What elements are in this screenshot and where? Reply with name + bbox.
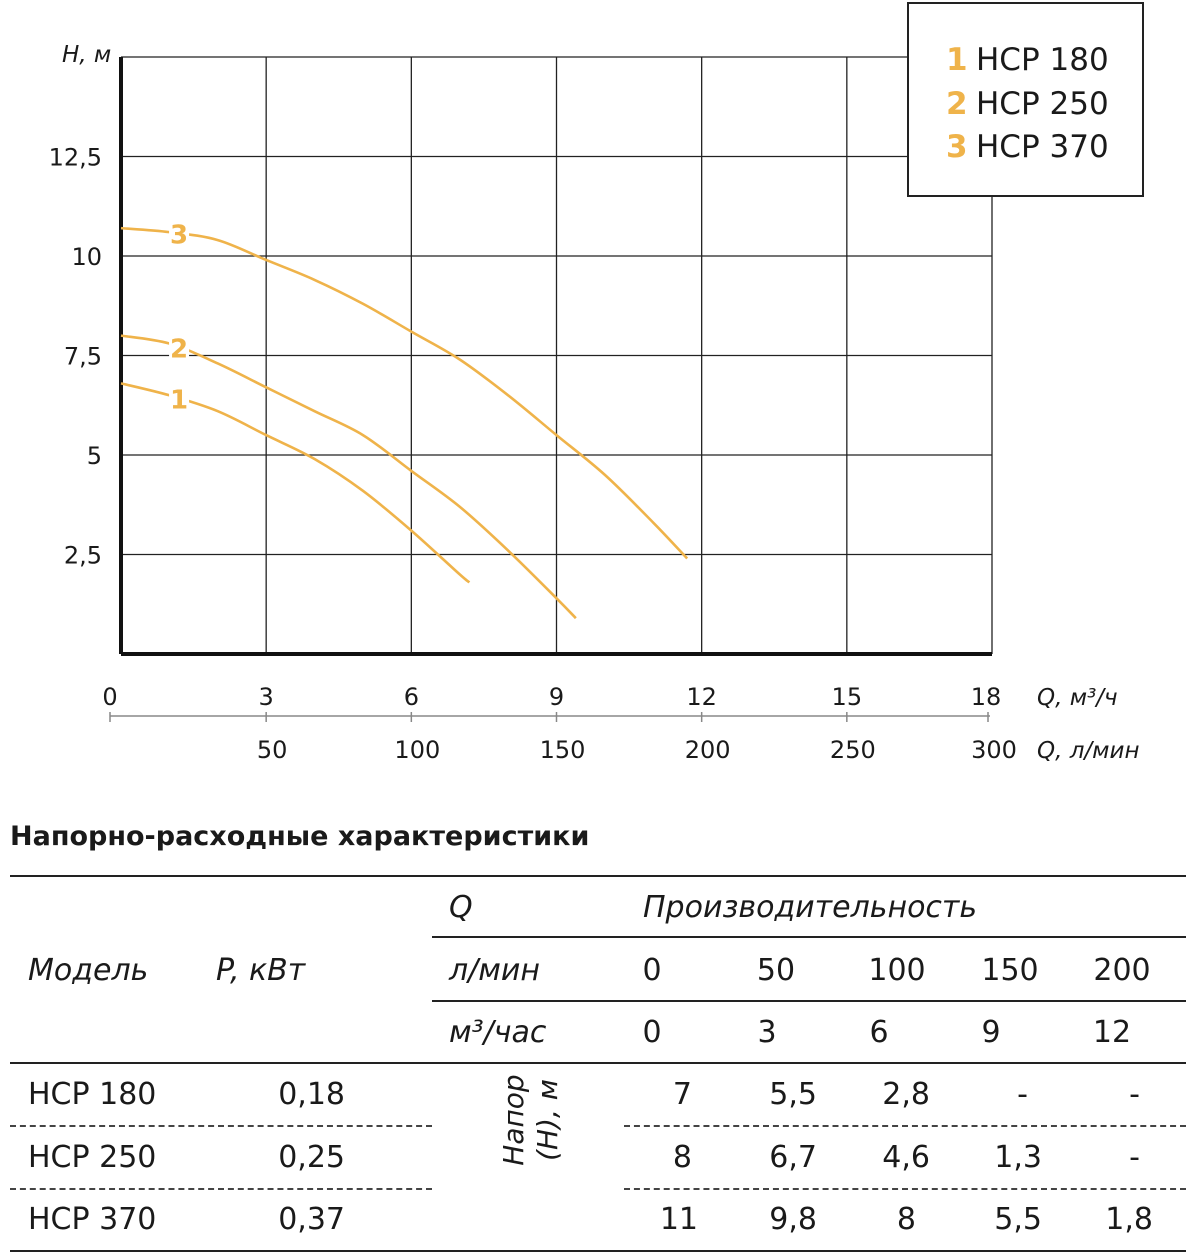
x-tick-label: 18 <box>971 683 1002 711</box>
header-performance: Производительность <box>643 890 978 925</box>
y-tick-label: 7,5 <box>64 343 102 371</box>
legend-entry-2: HCP 250 <box>976 86 1109 122</box>
header-model: Модель <box>28 953 149 988</box>
lmin-value: 100 <box>868 953 926 988</box>
legend-num-2: 2 <box>946 86 968 122</box>
row-value: 11 <box>659 1202 698 1237</box>
legend-entry-1: HCP 180 <box>976 42 1109 78</box>
curve-label-bg <box>169 383 190 412</box>
row-divider-left-2 <box>10 1188 432 1190</box>
row-value: 8 <box>896 1202 916 1237</box>
lmin-value: 150 <box>981 953 1039 988</box>
y-axis-label: H, м <box>62 42 111 68</box>
y-tick-label: 5 <box>87 442 102 470</box>
row-power: 0,37 <box>278 1202 345 1237</box>
series-line-2 <box>120 334 577 620</box>
row-value: 9,8 <box>769 1202 817 1237</box>
x-tick-label: 6 <box>404 683 419 711</box>
y-tick-label: 10 <box>71 243 102 271</box>
row-value: 6,7 <box>769 1140 817 1175</box>
x-tick-label: 3 <box>259 683 274 711</box>
x2-tick-label: 100 <box>394 736 440 764</box>
row-value: 1,8 <box>1105 1202 1153 1237</box>
x-tick-label: 12 <box>686 683 717 711</box>
row-value: 1,3 <box>994 1140 1042 1175</box>
legend: 1 HCP 180 2 HCP 250 3 HCP 370 <box>907 2 1144 197</box>
header-bottom-rule <box>10 1062 1186 1064</box>
head-label-line2: (Н), м <box>531 1079 564 1161</box>
x2-tick-label: 300 <box>971 736 1017 764</box>
y-tick-label: 2,5 <box>64 542 102 570</box>
m3h-value: 9 <box>981 1015 1001 1050</box>
head-label: Напор (Н), м <box>497 1070 565 1170</box>
m3h-value: 12 <box>1092 1015 1132 1050</box>
series-line-3 <box>120 226 689 560</box>
lmin-value: 50 <box>756 953 796 988</box>
header-power: P, кВт <box>216 953 306 988</box>
row-value: - <box>1129 1077 1140 1112</box>
row-model: HCP 250 <box>28 1140 157 1175</box>
lmin-value: 0 <box>642 953 662 988</box>
x-tick-label: 9 <box>549 683 564 711</box>
m3h-value: 6 <box>869 1015 889 1050</box>
head-label-line1: Напор <box>497 1074 530 1166</box>
curve-label-3: 3 <box>170 221 188 251</box>
y-tick-label: 12,5 <box>49 144 102 172</box>
x2-tick-label: 50 <box>257 736 288 764</box>
row-value: 4,6 <box>882 1140 930 1175</box>
table-top-rule <box>10 875 1186 877</box>
legend-num-1: 1 <box>946 42 968 78</box>
row-value: - <box>1129 1140 1140 1175</box>
legend-entry-3: HCP 370 <box>976 129 1109 165</box>
header-m3h: м³/час <box>449 1015 547 1050</box>
curve-label-2: 2 <box>170 335 188 365</box>
row-model: HCP 180 <box>28 1077 157 1112</box>
x-tick-label: 15 <box>832 683 863 711</box>
row-value: 2,8 <box>882 1077 930 1112</box>
x2-tick-label: 200 <box>685 736 731 764</box>
row-value: 8 <box>672 1140 692 1175</box>
header-lmin: л/мин <box>449 953 541 988</box>
row-divider-right-1 <box>624 1125 1186 1127</box>
x-tick-label: 0 <box>102 683 117 711</box>
chart-curves: 1 2 3 <box>120 218 689 620</box>
x2-tick-label: 250 <box>830 736 876 764</box>
header-rule-2 <box>432 1000 1186 1002</box>
lmin-value: 200 <box>1093 953 1151 988</box>
table-title: Напорно-расходные характеристики <box>10 821 590 852</box>
x-axis-label: Q, м³/ч <box>1037 685 1118 711</box>
curve-label-bg <box>169 218 190 247</box>
row-model: HCP 370 <box>28 1202 157 1237</box>
table-bottom-rule <box>10 1250 1186 1252</box>
row-value: 5,5 <box>994 1202 1042 1237</box>
legend-box <box>907 2 1144 197</box>
chart-grid <box>119 56 993 656</box>
legend-num-3: 3 <box>946 129 968 165</box>
row-divider-left-1 <box>10 1125 432 1127</box>
header-rule-1 <box>432 936 1186 938</box>
row-value: 7 <box>672 1077 692 1112</box>
row-power: 0,25 <box>278 1140 345 1175</box>
m3h-value: 0 <box>642 1015 662 1050</box>
x2-axis-label: Q, л/мин <box>1037 738 1140 764</box>
header-q: Q <box>449 890 473 925</box>
curve-label-1: 1 <box>170 385 188 415</box>
row-value: - <box>1017 1077 1028 1112</box>
curve-label-bg <box>169 332 190 361</box>
x2-tick-label: 150 <box>540 736 586 764</box>
row-divider-right-2 <box>624 1188 1186 1190</box>
row-value: 5,5 <box>769 1077 817 1112</box>
row-power: 0,18 <box>278 1077 345 1112</box>
m3h-value: 3 <box>757 1015 777 1050</box>
